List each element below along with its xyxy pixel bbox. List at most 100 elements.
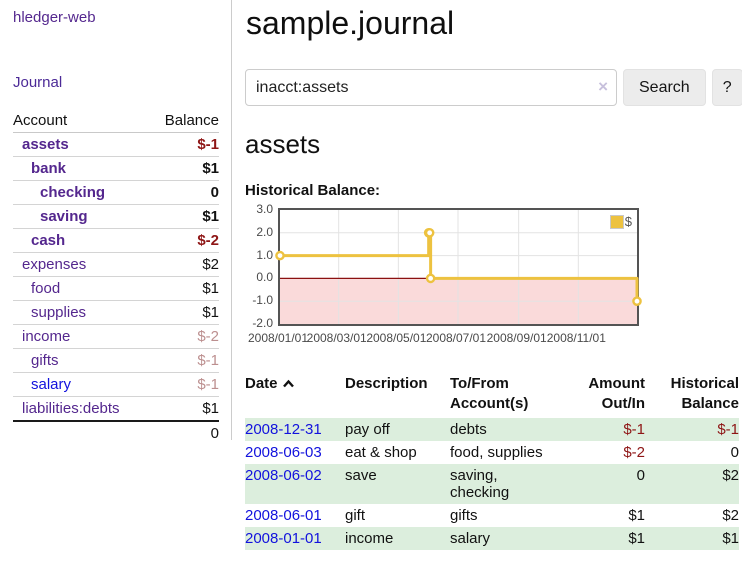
- transactions-header-amount: Amount Out/In: [588, 375, 645, 412]
- transaction-balance: 0: [730, 444, 739, 461]
- transaction-amount: $-1: [623, 421, 645, 438]
- account-balance: $2: [149, 252, 219, 277]
- account-heading: assets: [245, 129, 321, 159]
- transaction-accounts: food, supplies: [450, 444, 543, 461]
- account-row: supplies $1: [13, 300, 219, 325]
- y-axis-tick-label: 1.0: [256, 247, 273, 262]
- account-row: bank $1: [13, 156, 219, 181]
- account-balance: $-1: [149, 132, 219, 157]
- account-link-salary[interactable]: salary: [31, 376, 72, 393]
- account-row: cash $-2: [13, 228, 219, 253]
- transaction-amount: 0: [636, 467, 645, 484]
- account-balance: $1: [149, 204, 219, 229]
- transactions-header-date[interactable]: Date: [245, 372, 345, 418]
- transaction-balance: $2: [722, 467, 739, 484]
- y-axis-tick-label: 2.0: [256, 224, 273, 239]
- transaction-balance: $2: [722, 507, 739, 524]
- transaction-description: eat & shop: [345, 444, 417, 461]
- transaction-amount: $1: [628, 530, 645, 547]
- transactions-header-balance: Historical Balance: [670, 375, 739, 412]
- x-axis-tick-label: 2008/07/01: [425, 331, 487, 345]
- app-title: hledger-web: [13, 9, 231, 27]
- account-name-cell: checking: [13, 180, 150, 205]
- transactions-header-accounts: To/From Account(s): [450, 375, 529, 412]
- transaction-row: 2008-06-02 save saving, checking 0 $2: [245, 464, 739, 504]
- chart-canvas: [275, 210, 642, 324]
- transaction-accounts: debts: [450, 421, 487, 438]
- transaction-row: 2008-06-01 gift gifts $1 $2: [245, 504, 739, 527]
- transaction-description: gift: [345, 507, 366, 524]
- transaction-amount: $1: [628, 507, 645, 524]
- transaction-accounts: saving, checking: [450, 467, 510, 501]
- y-axis-tick-label: 0.0: [256, 270, 273, 285]
- account-balance: $-1: [149, 348, 219, 373]
- transactions-header-row: Date Description To/From Account(s) Amou…: [245, 372, 739, 418]
- transactions-table: Date Description To/From Account(s) Amou…: [245, 372, 739, 550]
- account-row: gifts $-1: [13, 348, 219, 373]
- account-balance: $1: [149, 396, 219, 422]
- transaction-date-link[interactable]: 2008-12-31: [245, 421, 322, 438]
- transaction-date-link[interactable]: 2008-01-01: [245, 530, 322, 547]
- account-row: liabilities:debts $1: [13, 396, 219, 422]
- x-axis-tick-label: 2008/09/01: [486, 331, 547, 345]
- transaction-description: pay off: [345, 421, 390, 438]
- main-content: sample.journal × Search ? assets Histori…: [245, 0, 742, 550]
- sidebar-item-journal: Journal: [13, 74, 231, 92]
- x-axis-tick-label: 2008/03/01: [306, 331, 367, 345]
- transaction-row: 2008-06-03 eat & shop food, supplies $-2 0: [245, 441, 739, 464]
- account-balance: 0: [149, 180, 219, 205]
- accounts-header-row: Account Balance: [13, 109, 219, 133]
- help-button[interactable]: ?: [711, 69, 742, 106]
- search-input[interactable]: [245, 69, 617, 106]
- account-row: expenses $2: [13, 252, 219, 277]
- account-link-checking[interactable]: checking: [40, 184, 106, 201]
- account-row: assets $-1: [13, 132, 219, 157]
- account-link-income[interactable]: income: [22, 328, 71, 345]
- legend-swatch-icon: [609, 214, 624, 229]
- account-link-saving[interactable]: saving: [40, 208, 88, 225]
- transaction-date-link[interactable]: 2008-06-03: [245, 444, 322, 461]
- account-name-cell: expenses: [13, 252, 150, 277]
- app-title-link[interactable]: hledger-web: [13, 9, 96, 26]
- data-point-marker: [275, 250, 285, 261]
- account-link-cash[interactable]: cash: [31, 232, 66, 249]
- transaction-date-link[interactable]: 2008-06-01: [245, 507, 322, 524]
- account-link-bank[interactable]: bank: [31, 160, 67, 177]
- account-link-supplies[interactable]: supplies: [31, 304, 87, 321]
- account-name-cell: gifts: [13, 348, 150, 373]
- account-row: saving $1: [13, 204, 219, 229]
- x-axis-tick-label: 2008/01/01: [247, 331, 309, 345]
- sidebar: hledger-web Journal Account Balance asse…: [0, 0, 232, 445]
- account-name-cell: food: [13, 276, 150, 301]
- transaction-description: save: [345, 467, 377, 484]
- clear-search-icon[interactable]: ×: [598, 77, 608, 96]
- accounts-total-row: 0: [13, 420, 219, 445]
- y-axis-tick-label: -2.0: [252, 316, 273, 330]
- account-name-cell: saving: [13, 204, 150, 229]
- transaction-date-link[interactable]: 2008-06-02: [245, 467, 322, 484]
- y-axis-tick-label: 3.0: [256, 202, 273, 216]
- account-name-cell: supplies: [13, 300, 150, 325]
- account-link-gifts[interactable]: gifts: [31, 352, 59, 369]
- account-link-food[interactable]: food: [31, 280, 61, 297]
- account-name-cell: salary: [13, 372, 150, 397]
- search-button[interactable]: Search: [623, 69, 706, 106]
- account-row: salary $-1: [13, 372, 219, 397]
- transaction-accounts: gifts: [450, 507, 478, 524]
- sort-ascending-icon[interactable]: [282, 374, 295, 394]
- transaction-row: 2008-01-01 income salary $1 $1: [245, 527, 739, 550]
- account-link-liabilities-debts[interactable]: liabilities:debts: [22, 400, 120, 417]
- account-row: income $-2: [13, 324, 219, 349]
- journal-link[interactable]: Journal: [13, 74, 63, 91]
- transactions-header-description: Description: [345, 375, 428, 392]
- transaction-balance: $-1: [717, 421, 739, 438]
- accounts-table: Account Balance assets $-1 bank $1 checking 0…: [13, 109, 219, 445]
- transaction-date-cell: 2008-12-31: [245, 418, 345, 441]
- data-point-marker: [632, 296, 642, 306]
- chart-label: Historical Balance:: [245, 182, 381, 199]
- accounts-total-value: 0: [149, 420, 219, 445]
- account-link-expenses[interactable]: expenses: [22, 256, 87, 273]
- transaction-date-cell: 2008-01-01: [245, 527, 345, 550]
- account-name-cell: bank: [13, 156, 150, 181]
- account-link-assets[interactable]: assets: [22, 136, 69, 153]
